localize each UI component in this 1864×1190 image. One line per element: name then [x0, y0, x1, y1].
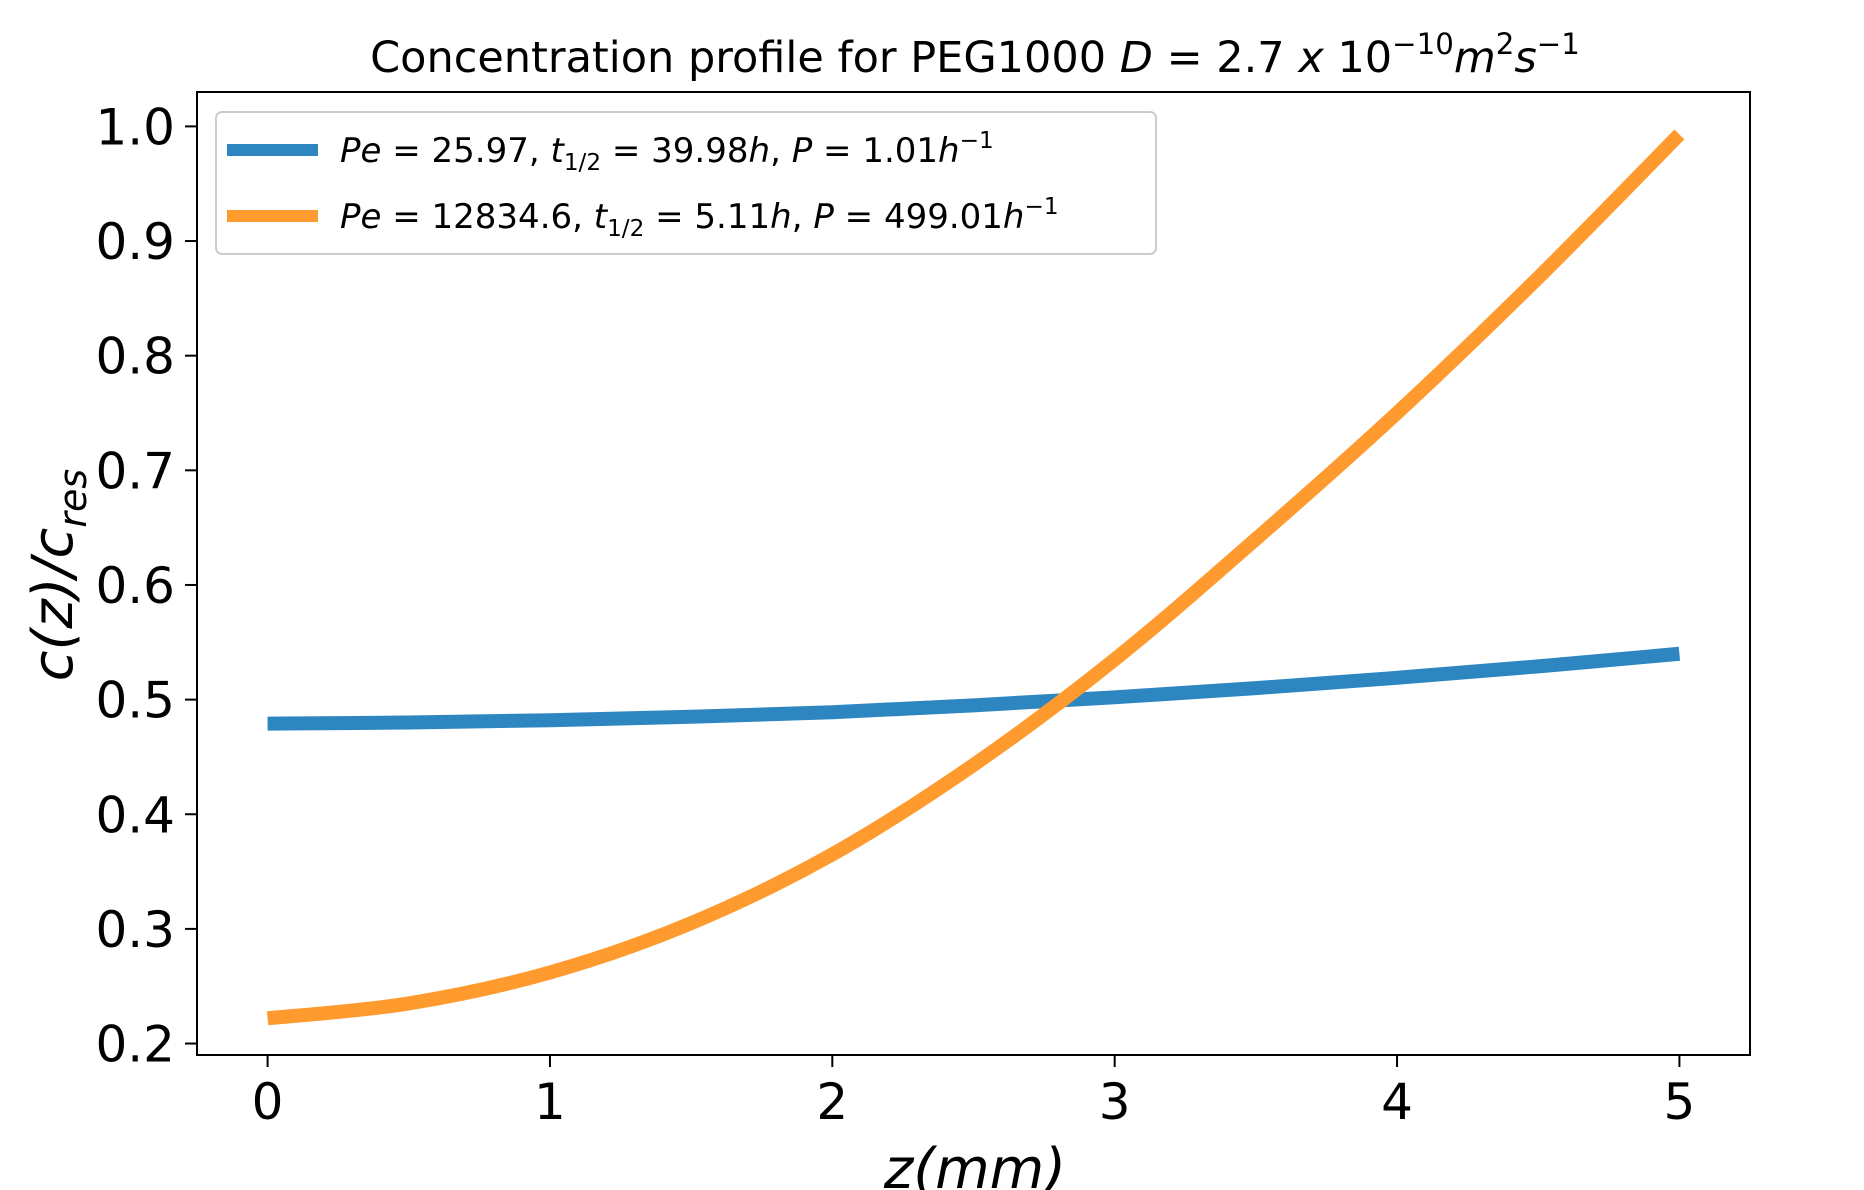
y-tick-label: 0.4 [95, 786, 175, 844]
x-tick-label: 5 [1664, 1073, 1696, 1131]
series-lines [266, 129, 1685, 1026]
y-axis-ticks: 0.2 0.3 0.4 0.5 0.6 0.7 0.8 0.9 1.0 [95, 98, 197, 1074]
y-tick-label: 0.9 [95, 213, 175, 271]
y-tick-label: 1.0 [95, 98, 175, 156]
plot-area-frame [196, 91, 1751, 1056]
x-axis-ticks: 0 1 2 3 4 5 [252, 1055, 1696, 1131]
series-line-2 [266, 129, 1685, 1026]
legend-entry-series-2: Pe = 12834.6, t1/2 = 5.11h, P = 499.01h−… [340, 194, 1059, 242]
y-tick-label: 0.6 [95, 557, 175, 615]
x-tick-label: 0 [252, 1073, 284, 1131]
chart-title: Concentration profile for PEG1000 D = 2.… [370, 27, 1580, 83]
y-axis-label: c(z)/cres [21, 469, 95, 682]
y-tick-label: 0.2 [95, 1016, 175, 1074]
y-tick-label: 0.7 [95, 442, 175, 500]
legend-box [215, 111, 1157, 255]
x-tick-label: 2 [816, 1073, 848, 1131]
x-tick-label: 4 [1381, 1073, 1413, 1131]
x-tick-label: 3 [1099, 1073, 1131, 1131]
y-tick-label: 0.8 [95, 328, 175, 386]
x-tick-label: 1 [534, 1073, 566, 1131]
series-line-1 [267, 646, 1681, 731]
y-tick-label: 0.5 [95, 672, 175, 730]
legend: Pe = 25.97, t1/2 = 39.98h, P = 1.01h−1 P… [215, 111, 1157, 255]
x-axis-label: z(mm) [883, 1137, 1066, 1190]
y-tick-label: 0.3 [95, 901, 175, 959]
legend-entry-series-1: Pe = 25.97, t1/2 = 39.98h, P = 1.01h−1 [340, 128, 994, 176]
